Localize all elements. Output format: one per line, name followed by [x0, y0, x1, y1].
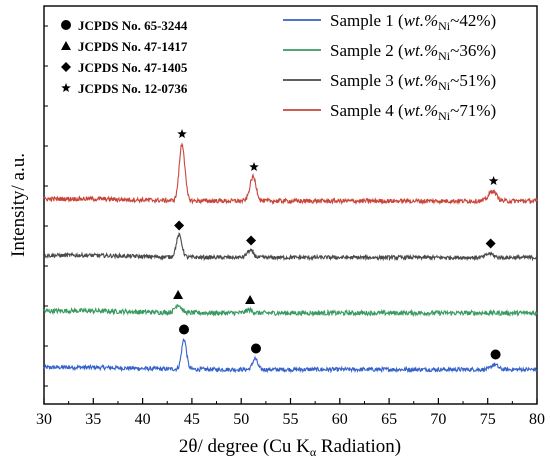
x-tick-label: 35 [85, 411, 101, 428]
series-line-2 [43, 303, 538, 318]
legend-label-2: Sample 2 (wt.%Ni~36%) [330, 41, 496, 63]
traces-group [43, 142, 538, 374]
reference-legend-triangle-icon [61, 41, 71, 50]
x-tick-label: 45 [184, 411, 200, 428]
reference-legend: JCPDS No. 65-3244 JCPDS No. 47-1417 JCPDS … [61, 18, 188, 96]
reference-marker-circle [490, 349, 501, 360]
reference-legend-diamond-icon [61, 62, 71, 72]
reference-legend-label: JCPDS No. 47-1405 [78, 60, 188, 75]
x-tick-label: 75 [480, 411, 496, 428]
x-tick-label: 60 [332, 411, 348, 428]
x-tick-label: 30 [36, 411, 52, 428]
reference-marker-star [488, 176, 499, 186]
series-legend: Sample 1 (wt.%Ni~42%) Sample 2 (wt.%Ni~36… [283, 11, 496, 123]
series-line-1 [43, 338, 538, 374]
legend-label-4: Sample 4 (wt.%Ni~71%) [330, 101, 496, 123]
x-axis-title-sub: α [310, 445, 317, 459]
reference-marker-circle [179, 324, 190, 335]
series-line-4 [43, 142, 538, 206]
x-tick-label: 70 [430, 411, 446, 428]
x-axis-title-end: Radiation) [316, 436, 401, 457]
reference-marker-triangle [173, 290, 184, 299]
x-axis-title-main: 2θ/ degree (Cu K [179, 436, 310, 457]
x-tick-label: 50 [233, 411, 249, 428]
x-tick-label: 65 [381, 411, 397, 428]
series-line-3 [43, 232, 538, 262]
reference-legend-label: JCPDS No. 65-3244 [78, 18, 188, 33]
x-tick-label: 55 [283, 411, 299, 428]
reference-marker-triangle [245, 295, 256, 304]
reference-marker-star [177, 129, 187, 139]
x-axis-title: 2θ/ degree (Cu Kα Radiation) [179, 436, 401, 459]
legend-label-1: Sample 1 (wt.%Ni~42%) [330, 11, 496, 33]
legend-label-3: Sample 3 (wt.%Ni~51%) [330, 71, 496, 93]
reference-legend-star-icon [61, 83, 71, 93]
x-axis-ticks: 30 35 40 45 50 55 60 65 70 75 80 [36, 25, 545, 428]
reference-markers-group [173, 129, 501, 360]
x-tick-label: 80 [529, 411, 545, 428]
reference-marker-star [249, 162, 259, 172]
y-axis-title: Intensity/ a.u. [8, 153, 29, 257]
reference-legend-label: JCPDS No. 12-0736 [78, 81, 188, 96]
reference-marker-circle [250, 343, 261, 354]
x-tick-label: 40 [135, 411, 151, 428]
reference-marker-diamond [485, 238, 496, 249]
reference-marker-diamond [174, 220, 185, 231]
reference-legend-label: JCPDS No. 47-1417 [78, 39, 188, 54]
reference-legend-circle-icon [61, 20, 71, 30]
reference-marker-diamond [246, 235, 257, 246]
